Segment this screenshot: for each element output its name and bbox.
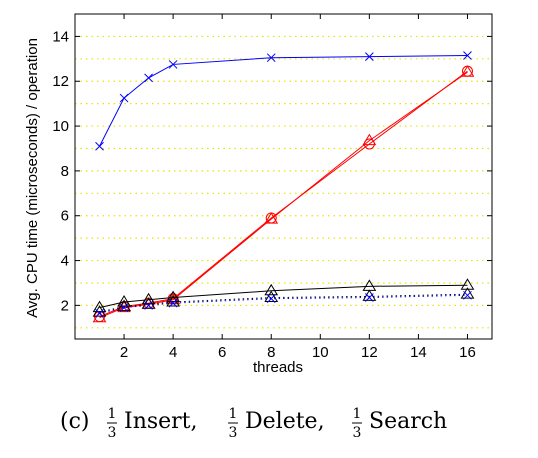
- marker-stroke: [364, 293, 374, 302]
- data-point-black-triangle: [264, 283, 279, 296]
- caption-part-3: Search: [369, 409, 447, 434]
- caption-frac-den-2: 3: [229, 425, 238, 441]
- data-point-black-triangle-dotted: [117, 299, 131, 311]
- marker-stroke: [168, 298, 178, 308]
- y-tick-label: 10: [52, 118, 69, 135]
- data-point-black-triangle: [362, 279, 377, 291]
- data-point-blue-x-top: [266, 53, 276, 63]
- marker-stroke: [463, 290, 472, 300]
- plot-frame: [74, 13, 493, 340]
- data-point-black-triangle: [166, 290, 181, 303]
- caption-part-1: Insert,: [124, 409, 198, 434]
- data-point-black-triangle-dotted: [264, 290, 279, 303]
- y-tick-label: 6: [61, 208, 69, 225]
- marker-stroke: [266, 53, 276, 63]
- y-tick-label: 8: [61, 163, 69, 180]
- caption-label: (c): [60, 409, 90, 434]
- x-tick-label: 16: [459, 344, 476, 361]
- data-point-black-triangle-dotted: [166, 295, 181, 307]
- x-tick-label: 2: [120, 344, 128, 361]
- marker-stroke: [119, 93, 129, 103]
- marker-stroke: [266, 294, 276, 304]
- grid: [75, 35, 492, 329]
- marker-stroke: [144, 301, 153, 310]
- x-tick-label: 8: [267, 344, 275, 361]
- x-tick-label: 6: [218, 344, 226, 361]
- caption-frac-den-3: 3: [353, 425, 362, 441]
- data-point-black-triangle-dotted: [362, 289, 377, 301]
- data-point-black-triangle: [117, 295, 131, 307]
- data-point-black-triangle-dotted: [460, 287, 475, 299]
- marker-stroke: [364, 52, 374, 61]
- data-point-blue-x-bottom: [119, 303, 129, 312]
- data-point-blue-x-top: [463, 51, 472, 60]
- x-axis-label: threads: [253, 359, 303, 376]
- x-tick-label: 14: [410, 344, 427, 361]
- y-tick-label: 2: [61, 297, 69, 314]
- series-line-red-triangle: [99, 71, 468, 319]
- caption: (c) 1 3 Insert, 1 3 Delete, 1 3 Search: [60, 406, 447, 441]
- data-point-red-triangle: [362, 133, 377, 146]
- data-point-red-triangle: [264, 212, 279, 224]
- data-point-black-triangle-dotted: [141, 297, 156, 309]
- data-point-blue-x-bottom: [144, 301, 153, 310]
- caption-frac-num-3: 1: [353, 406, 362, 422]
- data-point-red-triangle: [460, 65, 475, 77]
- x-tick-label: 12: [361, 344, 378, 361]
- y-tick-label: 12: [52, 73, 69, 90]
- data-point-blue-x-top: [144, 73, 153, 83]
- caption-frac-num-1: 1: [108, 406, 117, 422]
- series-line-red-circle: [99, 70, 468, 318]
- ticks-group: 2 4 6 8 10 12 14 16 2 4 6 8 10 12 14: [52, 14, 492, 361]
- caption-part-2: Delete,: [245, 409, 325, 434]
- marker-stroke: [463, 51, 472, 60]
- caption-frac-den-1: 3: [108, 425, 117, 441]
- data-point-blue-x-bottom: [266, 294, 276, 304]
- x-tick-label: 10: [312, 344, 329, 361]
- x-tick-label: 4: [169, 344, 177, 361]
- series-group: [92, 51, 475, 323]
- series-line-black-triangle: [99, 284, 468, 309]
- y-tick-label: 14: [52, 28, 69, 45]
- marker-stroke: [168, 60, 178, 69]
- data-point-blue-x-top: [95, 141, 104, 151]
- marker-stroke: [144, 73, 153, 83]
- marker-stroke: [95, 308, 104, 318]
- data-point-black-triangle: [460, 278, 475, 290]
- data-point-black-triangle-dotted: [92, 305, 107, 317]
- marker-stroke: [95, 141, 104, 151]
- series-line-black-triangle-dotted: [99, 293, 468, 313]
- data-point-blue-x-top: [168, 60, 178, 69]
- data-point-blue-x-bottom: [168, 298, 178, 308]
- series-line-blue-x-top: [99, 54, 468, 147]
- data-point-blue-x-bottom: [364, 293, 374, 302]
- marker-stroke: [119, 303, 129, 312]
- data-point-blue-x-top: [119, 93, 129, 103]
- data-point-blue-x-top: [364, 52, 374, 61]
- y-axis-label: Avg. CPU time (microseconds) / operation: [24, 38, 41, 318]
- data-point-blue-x-bottom: [95, 308, 104, 318]
- data-point-blue-x-bottom: [463, 290, 472, 300]
- y-tick-label: 4: [61, 253, 69, 270]
- caption-frac-num-2: 1: [229, 406, 238, 422]
